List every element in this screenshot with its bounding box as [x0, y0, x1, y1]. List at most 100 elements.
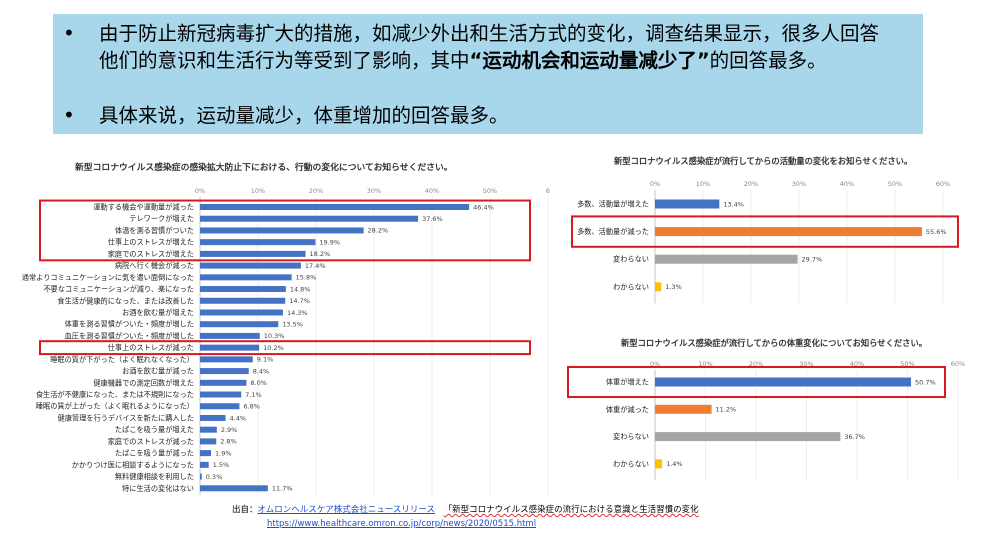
action-category-label: 健康管理を行うデバイスを新たに購入した: [58, 413, 194, 422]
action-bar: [200, 262, 301, 269]
weight-tick-label: 10%: [698, 360, 712, 368]
weight-tick-label: 30%: [799, 360, 813, 368]
activity-tick-label: 30%: [792, 180, 806, 188]
action-category-label: 不要なコミュニケーションが減り、楽になった: [43, 285, 194, 294]
action-bar: [200, 274, 292, 281]
activity-tick-label: 0%: [650, 180, 660, 188]
weight-bar: [655, 459, 663, 469]
action-value-label: 1.5%: [213, 461, 230, 469]
action-category-label: 家庭でのストレスが増えた: [108, 249, 194, 258]
source-label: 出自：: [232, 505, 258, 515]
action-category-label: 体重を測る習慣がついた・頻度が増した: [65, 320, 194, 329]
action-tick-label: 6: [546, 187, 550, 195]
weight-category-label: わからない: [613, 459, 649, 468]
weight-highlight-frame: [567, 365, 946, 399]
action-category-label: 体温を測る習慣がついた: [115, 226, 194, 235]
activity-tick-label: 50%: [888, 180, 902, 188]
activity-value-label: 13.4%: [723, 200, 744, 208]
action-value-label: 10.3%: [264, 332, 285, 340]
action-bar: [200, 297, 286, 304]
activity-tick-label: 60%: [936, 180, 950, 188]
action-bar: [200, 321, 279, 328]
activity-bar: [655, 227, 922, 237]
action-bar: [200, 204, 470, 210]
activity-value-label: 29.7%: [802, 256, 823, 264]
action-value-label: 14.8%: [290, 285, 311, 293]
weight-tick-label: 20%: [749, 360, 763, 368]
activity-category-label: 変わらない: [613, 255, 649, 264]
action-tick-label: 40%: [425, 187, 439, 195]
action-bar: [200, 250, 306, 257]
weight-chart-title: 新型コロナウイルス感染症が流行してからの体重変化についてお知らせください。: [621, 338, 927, 348]
weight-category-label: 変わらない: [613, 432, 649, 441]
action-value-label: 14.7%: [289, 297, 310, 305]
activity-tick-label: 20%: [744, 180, 758, 188]
action-bar: [200, 438, 217, 445]
weight-tick-label: 0%: [650, 360, 660, 368]
weight-category-label: 体重が増えた: [606, 378, 649, 387]
action-value-label: 2.8%: [220, 438, 237, 446]
weight-value-label: 36.7%: [844, 433, 865, 441]
action-bar: [200, 239, 316, 246]
action-bar: [200, 286, 286, 293]
action-value-label: 7.1%: [245, 391, 262, 399]
action-bar: [200, 227, 364, 234]
action-bar: [200, 215, 419, 222]
action-value-label: 2.9%: [221, 426, 238, 434]
action-category-label: たばこを吸う量が減った: [115, 449, 194, 458]
action-category-label: テレワークが増えた: [129, 214, 194, 223]
activity-tick-label: 40%: [840, 180, 854, 188]
summary-box: • 由于防止新冠病毒扩大的措施，如减少外出和生活方式的变化，调查结果显示，很多人…: [53, 14, 923, 134]
action-bar: [200, 461, 209, 468]
action-value-label: 11.7%: [272, 485, 293, 493]
action-bar: [200, 368, 249, 375]
source-line: 出自：オムロンヘルスケア株式会社ニュースリリース 「新型コロナウイルス感染症の流…: [232, 503, 699, 515]
action-value-label: 10.2%: [263, 344, 284, 352]
action-category-label: 睡眠の質が下がった（よく眠れなくなった）: [50, 355, 194, 364]
activity-value-label: 1.3%: [665, 283, 682, 291]
action-value-label: 28.2%: [368, 227, 389, 235]
weight-value-label: 11.2%: [716, 406, 737, 414]
action-tick-label: 50%: [483, 187, 497, 195]
action-value-label: 37.6%: [422, 215, 443, 223]
bullet-2-pre: 具体来说，运动量减少，体重增加的回答最多。: [99, 104, 509, 127]
action-value-label: 6.8%: [243, 403, 260, 411]
action-tick-label: 10%: [251, 187, 265, 195]
action-tick-label: 30%: [367, 187, 381, 195]
action-value-label: 0.3%: [206, 473, 223, 481]
action-value-label: 14.3%: [287, 309, 308, 317]
action-bar: [200, 391, 242, 398]
activity-bar: [655, 199, 720, 209]
action-bar: [200, 414, 226, 421]
action-value-label: 4.4%: [230, 414, 247, 422]
action-category-label: 無料健康相談を利用した: [115, 472, 194, 481]
bullet-1-post: 的回答最多。: [709, 49, 827, 72]
action-bar: [200, 473, 202, 480]
action-category-label: 特に生活の変化はない: [122, 484, 194, 493]
action-value-label: 17.4%: [305, 262, 326, 270]
action-value-label: 46.4%: [473, 203, 494, 211]
action-highlight-frame: [39, 199, 531, 262]
action-category-label: かかりつけ医に相談するようになった: [72, 460, 194, 469]
activity-value-label: 55.6%: [926, 228, 947, 236]
bullet-1-highlight: “运动机会和运动量减少了”: [469, 49, 710, 72]
weight-tick-label: 50%: [900, 360, 914, 368]
action-value-label: 19.9%: [319, 238, 340, 246]
weight-bar: [655, 432, 841, 442]
action-category-label: 病院へ行く機会が減った: [115, 261, 194, 270]
action-category-label: 食生活が不健康になった、または不規則になった: [36, 390, 194, 399]
action-value-label: 13.5%: [282, 321, 303, 329]
bullet-marker: •: [63, 103, 75, 127]
action-category-label: 健康機器での測定回数が増えた: [93, 378, 194, 387]
action-value-label: 15.8%: [296, 274, 317, 282]
action-category-label: お酒を飲む量が減った: [122, 367, 194, 376]
action-bar: [200, 344, 260, 351]
activity-bar: [655, 254, 798, 264]
activity-bar: [655, 282, 662, 292]
activity-category-label: わからない: [613, 282, 649, 291]
activity-category-label: 多数、活動量が増えた: [577, 200, 649, 209]
bullet-text-2: 具体来说，运动量减少，体重增加的回答最多。: [99, 102, 889, 129]
action-bar: [200, 332, 260, 339]
source-url-link[interactable]: https://www.healthcare.omron.co.jp/corp/…: [267, 519, 537, 529]
